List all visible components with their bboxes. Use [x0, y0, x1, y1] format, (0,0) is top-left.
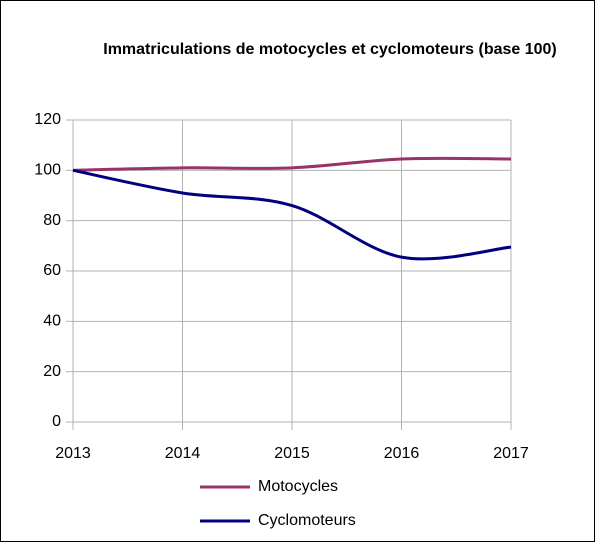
x-tick-label: 2014 [165, 445, 201, 462]
x-tick-label: 2017 [493, 445, 529, 462]
y-tick-label: 0 [52, 413, 61, 430]
legend-label: Cyclomoteurs [258, 512, 356, 529]
x-tick-label: 2015 [274, 445, 310, 462]
y-tick-label: 20 [43, 363, 61, 380]
legend-label: Motocycles [258, 478, 338, 495]
y-tick-label: 80 [43, 212, 61, 229]
y-tick-label: 60 [43, 262, 61, 279]
series-line [72, 156, 512, 172]
y-tick-label: 40 [43, 313, 61, 330]
x-tick-label: 2013 [55, 445, 91, 462]
series-line [72, 168, 512, 261]
chart-title: Immatriculations de motocycles et cyclom… [103, 41, 557, 58]
y-tick-label: 120 [34, 111, 61, 128]
y-tick-label: 100 [34, 162, 61, 179]
x-tick-label: 2016 [384, 445, 420, 462]
